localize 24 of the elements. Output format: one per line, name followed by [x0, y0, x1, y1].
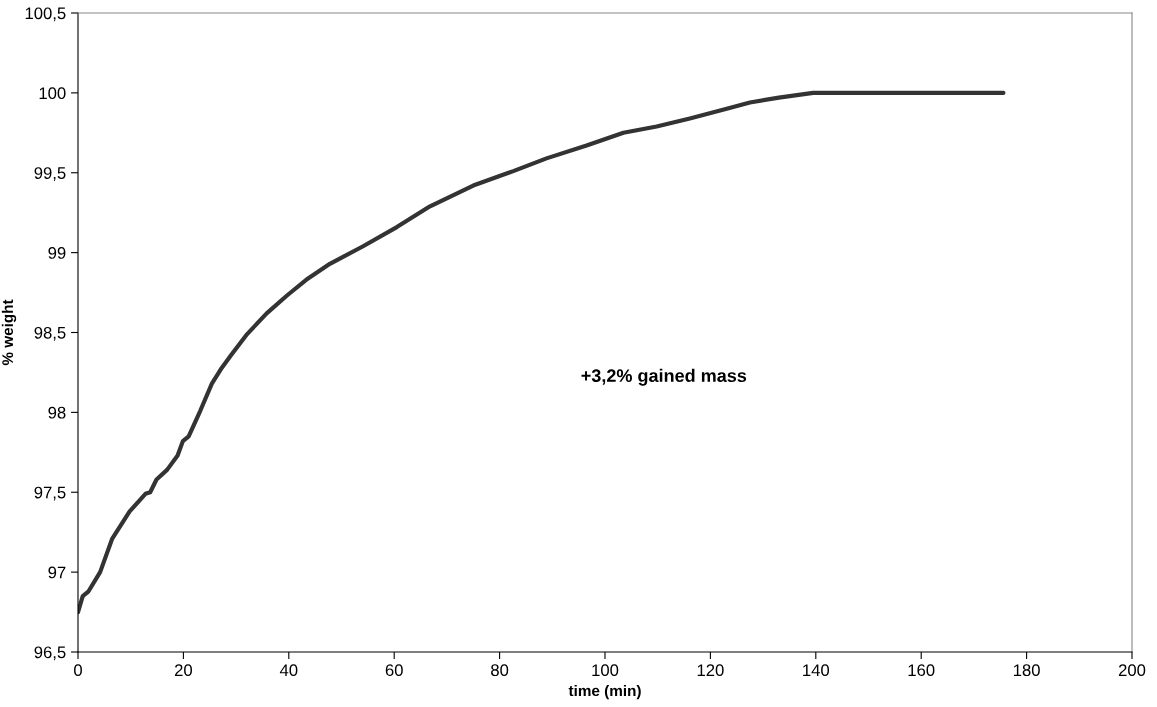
y-tick-label: 98,5 [34, 326, 66, 341]
x-tick-label: 180 [1013, 664, 1040, 677]
x-tick-label: 80 [491, 664, 509, 677]
line-series [78, 90, 1006, 615]
y-tick-label: 100,5 [25, 7, 66, 22]
y-tick-label: 99,5 [34, 167, 66, 181]
y-tick-label: 96,5 [34, 646, 66, 661]
x-tick-label: 0 [74, 664, 82, 677]
y-tick-label: 98 [48, 406, 66, 419]
x-tick-label: 160 [908, 664, 935, 677]
y-axis-title: % weight [1, 299, 17, 366]
x-tick-label: 140 [803, 664, 830, 677]
x-tick-label: 60 [385, 664, 403, 677]
x-tick-label: 200 [1118, 664, 1146, 677]
x-axis-title: time (min) [568, 684, 641, 700]
y-tick-label: 97 [48, 566, 66, 579]
x-tick-label: 20 [174, 664, 193, 677]
annotation: +3,2% gained mass [581, 368, 747, 386]
x-tick-label: 100 [592, 664, 619, 677]
y-tick-label: 97,5 [34, 486, 66, 501]
y-tick-label: 99 [48, 247, 66, 259]
x-tick-label: 120 [697, 664, 724, 677]
y-tick-label: 100 [39, 87, 66, 100]
x-tick-label: 40 [279, 664, 298, 677]
